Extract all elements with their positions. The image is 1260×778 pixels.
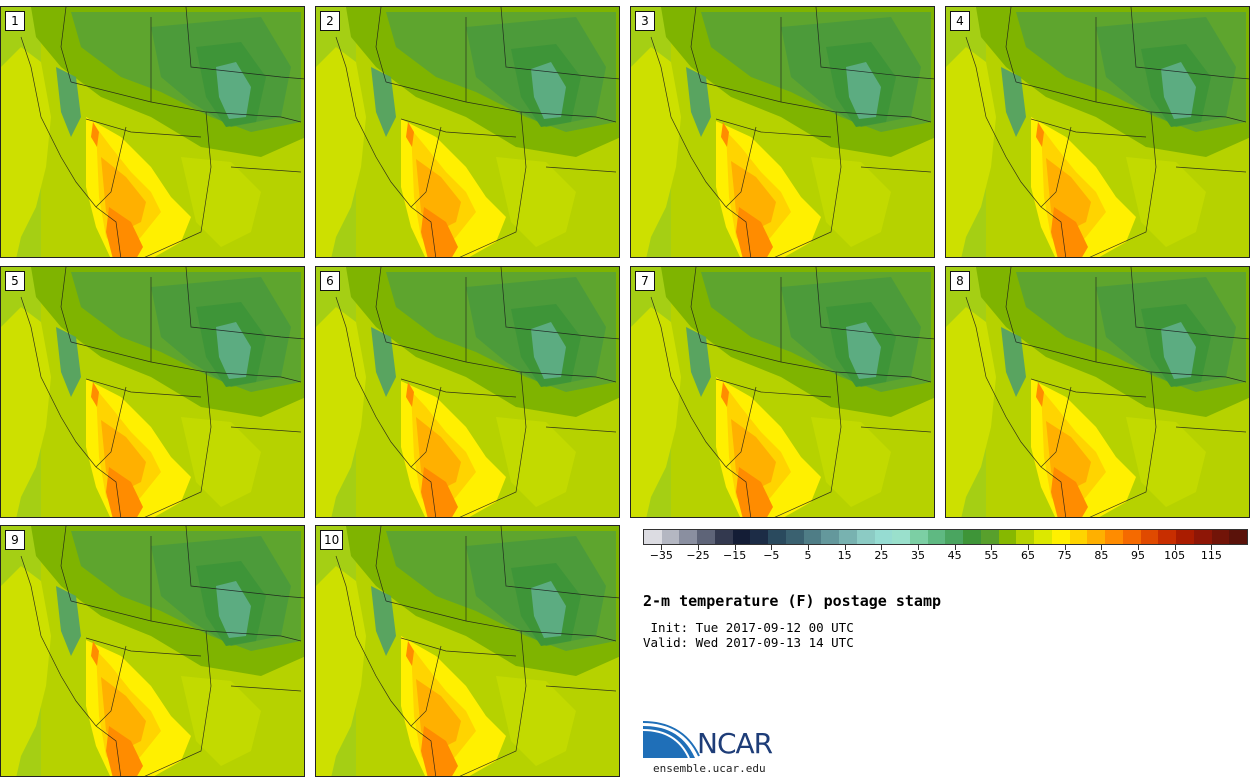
colorbar-tick — [1211, 545, 1213, 550]
init-time: Init: Tue 2017-09-12 00 UTC — [643, 620, 854, 635]
colorbar-swatch — [945, 530, 964, 544]
colorbar-swatch — [1158, 530, 1177, 544]
colorbar-swatch — [750, 530, 769, 544]
colorbar-tick-label: 115 — [1200, 549, 1222, 562]
colorbar-tick-label: 105 — [1164, 549, 1186, 562]
valid-time: Valid: Wed 2017-09-13 14 UTC — [643, 635, 854, 650]
logo-url: ensemble.ucar.edu — [653, 762, 766, 775]
colorbar-swatch — [927, 530, 946, 544]
colorbar-swatch — [785, 530, 804, 544]
colorbar-tick — [1101, 545, 1103, 550]
panel-label: 1 — [5, 11, 25, 31]
panel-label: 2 — [320, 11, 340, 31]
colorbar-swatch — [1034, 530, 1052, 544]
map-panel-5: 5 — [0, 266, 305, 518]
colorbar-tick — [844, 545, 846, 550]
map-panel-2: 2 — [315, 6, 620, 258]
map-panel-10: 10 — [315, 525, 620, 777]
plot-title: 2-m temperature (F) postage stamp — [643, 592, 942, 610]
colorbar-swatch — [1176, 530, 1194, 544]
panel-label: 7 — [635, 271, 655, 291]
colorbar-swatch — [839, 530, 857, 544]
colorbar-swatch — [1229, 530, 1247, 544]
panel-label: 6 — [320, 271, 340, 291]
colorbar-tick-label: 35 — [911, 549, 925, 562]
colorbar-tick-label: 55 — [984, 549, 999, 562]
colorbar-tick-label: 75 — [1057, 549, 1072, 562]
colorbar-tick — [991, 545, 993, 550]
colorbar-swatch — [803, 530, 822, 544]
colorbar-swatch — [980, 530, 999, 544]
colorbar-swatch — [874, 530, 893, 544]
colorbar-ticks: −35 −25 −15 −5 5 15 25 35 45 55 65 75 85 95 105 115 — [643, 545, 1248, 565]
colorbar-tick-label: 45 — [947, 549, 962, 562]
ncar-logo-icon — [643, 721, 700, 759]
colorbar-swatch — [1140, 530, 1159, 544]
colorbar-tick-label: 5 — [804, 549, 812, 562]
colorbar-swatch — [697, 530, 715, 544]
colorbar-swatch — [892, 530, 911, 544]
colorbar-swatch — [1211, 530, 1230, 544]
colorbar-tick — [1028, 545, 1029, 550]
panel-label: 3 — [635, 11, 655, 31]
colorbar-tick-label: 25 — [874, 549, 889, 562]
colorbar-swatch — [1051, 530, 1070, 544]
colorbar-tick — [1174, 545, 1176, 550]
colorbar-swatch — [1105, 530, 1123, 544]
colorbar-swatch — [661, 530, 680, 544]
colorbar-tick — [734, 545, 736, 550]
colorbar-swatch — [679, 530, 698, 544]
colorbar-swatch — [1087, 530, 1106, 544]
colorbar-tick — [918, 545, 919, 550]
colorbar-tick-label: −25 — [686, 549, 710, 562]
colorbar-swatch — [714, 530, 733, 544]
panel-label: 4 — [950, 11, 970, 31]
colorbar-tick-label: −15 — [723, 549, 747, 562]
map-panel-4: 4 — [945, 6, 1250, 258]
colorbar-swatch — [821, 530, 840, 544]
colorbar-tick — [661, 545, 663, 550]
colorbar-tick — [698, 545, 699, 550]
map-panel-6: 6 — [315, 266, 620, 518]
map-panel-3: 3 — [630, 6, 935, 258]
map-panel-1: 1 — [0, 6, 305, 258]
colorbar-tick-label: −35 — [649, 549, 673, 562]
colorbar-tick — [771, 545, 773, 550]
colorbar-tick-label: 65 — [1021, 549, 1035, 562]
map-panel-7: 7 — [630, 266, 935, 518]
colorbar-tick — [1138, 545, 1139, 550]
colorbar-tick-label: 95 — [1131, 549, 1145, 562]
colorbar-swatch — [732, 530, 751, 544]
map-panel-8: 8 — [945, 266, 1250, 518]
colorbar-swatch — [910, 530, 928, 544]
colorbar-tick — [1064, 545, 1066, 550]
colorbar-swatch — [1122, 530, 1141, 544]
colorbar-swatch — [644, 530, 662, 544]
colorbar-swatch — [856, 530, 875, 544]
colorbar-swatch — [1016, 530, 1035, 544]
panel-label: 5 — [5, 271, 25, 291]
colorbar-tick-label: 15 — [837, 549, 852, 562]
colorbar-swatch — [963, 530, 981, 544]
map-panel-9: 9 — [0, 525, 305, 777]
colorbar-tick-label: −5 — [763, 549, 780, 562]
colorbar-swatch — [1069, 530, 1088, 544]
colorbar-tick — [881, 545, 883, 550]
colorbar-swatch — [998, 530, 1017, 544]
colorbar-swatch — [768, 530, 786, 544]
panel-label: 10 — [320, 530, 344, 550]
colorbar-tick — [954, 545, 956, 550]
colorbar-tick — [808, 545, 809, 550]
ncar-logo-text: NCAR — [697, 727, 773, 760]
temperature-colorbar — [643, 529, 1248, 545]
panel-label: 8 — [950, 271, 970, 291]
colorbar-tick-label: 85 — [1094, 549, 1109, 562]
panel-label: 9 — [5, 530, 25, 550]
colorbar-swatch — [1193, 530, 1212, 544]
